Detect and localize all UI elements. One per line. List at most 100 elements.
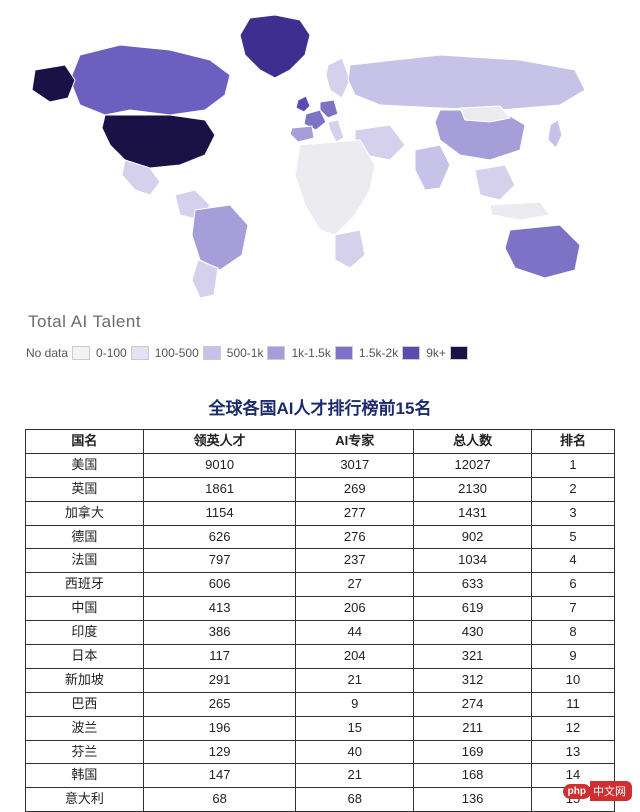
table-cell: 902 [414, 525, 532, 549]
table-cell: 196 [143, 716, 296, 740]
table-cell: 1154 [143, 501, 296, 525]
table-cell: 169 [414, 740, 532, 764]
table-header-cell: 总人数 [414, 430, 532, 454]
table-cell: 129 [143, 740, 296, 764]
table-cell: 1034 [414, 549, 532, 573]
table-cell: 276 [296, 525, 414, 549]
table-cell: 7 [531, 597, 614, 621]
table-cell: 40 [296, 740, 414, 764]
table-cell: 3 [531, 501, 614, 525]
legend-label: 100-500 [155, 346, 199, 360]
table-cell: 274 [414, 692, 532, 716]
table-cell: 2130 [414, 477, 532, 501]
table-row: 韩国1472116814 [26, 764, 615, 788]
table-cell: 英国 [26, 477, 144, 501]
table-cell: 12 [531, 716, 614, 740]
table-header-cell: 国名 [26, 430, 144, 454]
table-cell: 12027 [414, 453, 532, 477]
table-cell: 211 [414, 716, 532, 740]
table-cell: 1431 [414, 501, 532, 525]
table-cell: 1 [531, 453, 614, 477]
table-cell: 291 [143, 668, 296, 692]
table-row: 日本1172043219 [26, 645, 615, 669]
table-cell: 21 [296, 668, 414, 692]
legend-swatch [335, 346, 353, 360]
table-cell: 237 [296, 549, 414, 573]
country-greenland [240, 15, 310, 78]
table-cell: 147 [143, 764, 296, 788]
legend-item: No data [26, 346, 90, 360]
table-cell: 27 [296, 573, 414, 597]
country-alaska [32, 65, 75, 102]
table-cell: 15 [296, 716, 414, 740]
table-cell: 68 [143, 788, 296, 812]
table-cell: 4 [531, 549, 614, 573]
table-header-row: 国名领英人才AI专家总人数排名 [26, 430, 615, 454]
country-india [415, 145, 450, 190]
table-row: 加拿大115427714313 [26, 501, 615, 525]
legend-label: 1k-1.5k [291, 346, 330, 360]
table-row: 新加坡2912131210 [26, 668, 615, 692]
table-cell: 10 [531, 668, 614, 692]
table-cell: 321 [414, 645, 532, 669]
table-cell: 626 [143, 525, 296, 549]
country-africa-s [335, 230, 365, 268]
country-scandinavia [326, 58, 350, 98]
map-region: Total AI Talent [0, 0, 640, 340]
table-row: 波兰1961521112 [26, 716, 615, 740]
table-header-cell: AI专家 [296, 430, 414, 454]
table-cell: 136 [414, 788, 532, 812]
table-cell: 265 [143, 692, 296, 716]
table-cell: 68 [296, 788, 414, 812]
table-cell: 1861 [143, 477, 296, 501]
table-cell: 206 [296, 597, 414, 621]
table-row: 芬兰1294016913 [26, 740, 615, 764]
table-cell: 6 [531, 573, 614, 597]
table-body: 美国90103017120271英国186126921302加拿大1154277… [26, 453, 615, 811]
table-cell: 巴西 [26, 692, 144, 716]
legend-swatch [450, 346, 468, 360]
table-cell: 加拿大 [26, 501, 144, 525]
table-cell: 德国 [26, 525, 144, 549]
legend-item: 1.5k-2k [359, 346, 420, 360]
world-map [20, 10, 620, 300]
legend-swatch [72, 346, 90, 360]
table-cell: 波兰 [26, 716, 144, 740]
table-cell: 386 [143, 621, 296, 645]
table-cell: 797 [143, 549, 296, 573]
table-row: 西班牙606276336 [26, 573, 615, 597]
table-row: 法国79723710344 [26, 549, 615, 573]
table-cell: 3017 [296, 453, 414, 477]
footer-logo: php 中文网 [563, 781, 632, 801]
table-cell: 21 [296, 764, 414, 788]
php-badge: php [563, 784, 591, 799]
table-cell: 168 [414, 764, 532, 788]
table-cell: 430 [414, 621, 532, 645]
table-cell: 277 [296, 501, 414, 525]
table-cell: 413 [143, 597, 296, 621]
table-cell: 芬兰 [26, 740, 144, 764]
table-cell: 2 [531, 477, 614, 501]
table-title: 全球各国AI人才排行榜前15名 [25, 384, 615, 429]
legend-item: 100-500 [155, 346, 221, 360]
legend-item: 1k-1.5k [291, 346, 352, 360]
table-cell: 13 [531, 740, 614, 764]
table-cell: 633 [414, 573, 532, 597]
country-spain [290, 126, 314, 142]
country-canada [70, 45, 230, 115]
table-header-cell: 排名 [531, 430, 614, 454]
table-cell: 5 [531, 525, 614, 549]
table-cell: 269 [296, 477, 414, 501]
country-usa [102, 115, 215, 168]
legend-swatch [402, 346, 420, 360]
table-region: 全球各国AI人才排行榜前15名 国名领英人才AI专家总人数排名 美国901030… [0, 374, 640, 812]
legend-label: 9k+ [426, 346, 446, 360]
country-italy [328, 120, 344, 142]
table-cell: 11 [531, 692, 614, 716]
country-brazil [192, 205, 248, 270]
country-russia [348, 55, 585, 110]
table-header-cell: 领英人才 [143, 430, 296, 454]
table-cell: 美国 [26, 453, 144, 477]
map-title: Total AI Talent [28, 312, 141, 332]
table-cell: 9 [296, 692, 414, 716]
